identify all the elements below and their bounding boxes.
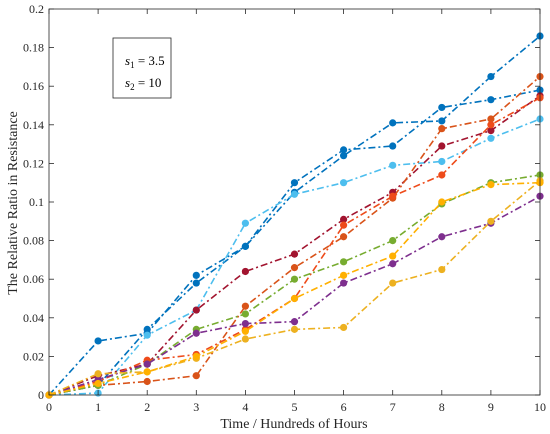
- data-point: [438, 233, 446, 241]
- y-tick-label: 0.2: [29, 2, 44, 16]
- data-point: [438, 198, 446, 206]
- x-axis-label: Time / Hundreds of Hours: [220, 417, 367, 432]
- data-point: [340, 221, 348, 229]
- data-point: [290, 250, 299, 258]
- axis-layer: 0 1 2 3 4 5 6 7 8 9 10 0 0.02 0.04 0.06 0.08 0.1 0.12 0.14…: [23, 2, 546, 414]
- data-point: [487, 115, 495, 123]
- data-point: [94, 337, 102, 345]
- annotation-line-2: s2 = 10: [125, 75, 161, 92]
- series-9: [45, 177, 544, 399]
- annotation-box: s1 = 3.5 s2 = 10: [112, 37, 172, 99]
- y-tick-label: 0.08: [23, 234, 44, 248]
- data-point: [143, 360, 151, 368]
- data-point: [389, 279, 397, 287]
- data-point: [241, 319, 249, 328]
- data-point: [438, 265, 446, 274]
- x-tick-label: 3: [193, 400, 199, 414]
- data-point: [487, 134, 495, 142]
- data-point: [389, 260, 397, 268]
- x-tick-label: 9: [488, 400, 494, 414]
- data-point: [241, 310, 249, 318]
- x-tick-label: 2: [144, 400, 150, 414]
- data-point: [241, 327, 249, 335]
- data-point: [438, 142, 446, 150]
- data-point: [290, 294, 299, 303]
- y-tick-label: 0.14: [23, 118, 44, 132]
- data-point: [438, 171, 446, 179]
- data-point: [389, 192, 397, 200]
- data-point: [192, 271, 200, 279]
- x-tick-label: 7: [390, 400, 396, 414]
- data-point: [241, 335, 249, 343]
- data-point: [290, 264, 299, 272]
- data-point: [290, 318, 299, 326]
- data-point: [389, 252, 397, 260]
- data-point: [340, 152, 348, 160]
- data-point: [487, 217, 495, 225]
- x-tick-label: 1: [95, 400, 101, 414]
- data-point: [340, 279, 348, 287]
- data-point: [438, 117, 446, 125]
- data-point: [94, 370, 102, 378]
- data-point: [487, 96, 495, 104]
- data-point: [290, 179, 299, 187]
- y-axis-label: The Relative Ratio in Resistance: [6, 111, 21, 295]
- data-point: [94, 379, 102, 388]
- series-8: [45, 192, 544, 399]
- data-point: [389, 161, 397, 169]
- data-point: [192, 279, 200, 287]
- data-point: [340, 146, 348, 154]
- data-point: [241, 219, 249, 227]
- x-tick-label: 0: [46, 400, 52, 414]
- x-tick-label: 8: [439, 400, 445, 414]
- data-point: [192, 329, 200, 337]
- y-tick-label: 0.18: [23, 41, 44, 55]
- data-point: [438, 103, 446, 112]
- data-point: [290, 190, 299, 198]
- x-tick-label: 10: [534, 400, 546, 414]
- data-point: [487, 126, 495, 135]
- annotation-line-1: s1 = 3.5: [125, 53, 165, 70]
- y-tick-label: 0.02: [23, 349, 44, 363]
- data-point: [340, 271, 348, 279]
- data-point: [192, 372, 200, 380]
- data-point: [487, 121, 495, 129]
- y-tick-label: 0.1: [29, 195, 44, 209]
- data-point: [241, 267, 249, 276]
- data-point: [487, 181, 495, 189]
- data-point: [389, 237, 397, 245]
- y-tick-label: 0.12: [23, 156, 44, 170]
- data-point: [438, 157, 446, 166]
- y-tick-label: 0.04: [23, 311, 44, 325]
- y-tick-label: 0.16: [23, 79, 44, 93]
- data-point: [143, 368, 151, 376]
- data-point: [290, 275, 299, 283]
- y-tick-label: 0.06: [23, 272, 44, 286]
- data-point: [389, 119, 397, 127]
- data-point: [192, 352, 200, 360]
- data-point: [241, 242, 249, 250]
- data-point: [340, 215, 348, 223]
- x-tick-label: 6: [341, 400, 347, 414]
- data-point: [340, 323, 348, 332]
- series-layer: [45, 32, 544, 399]
- data-point: [290, 325, 299, 333]
- data-point: [487, 72, 495, 81]
- data-point: [389, 142, 397, 150]
- data-point: [143, 331, 151, 339]
- series-line: [48, 97, 541, 396]
- data-point: [192, 306, 200, 314]
- data-point: [340, 179, 348, 187]
- data-point: [340, 233, 348, 241]
- data-point: [438, 125, 446, 133]
- x-tick-label: 5: [292, 400, 298, 414]
- data-point: [143, 325, 151, 333]
- data-point: [340, 258, 348, 266]
- y-tick-label: 0: [38, 388, 44, 402]
- data-point: [143, 377, 151, 386]
- data-point: [241, 302, 249, 310]
- x-tick-label: 4: [242, 400, 248, 414]
